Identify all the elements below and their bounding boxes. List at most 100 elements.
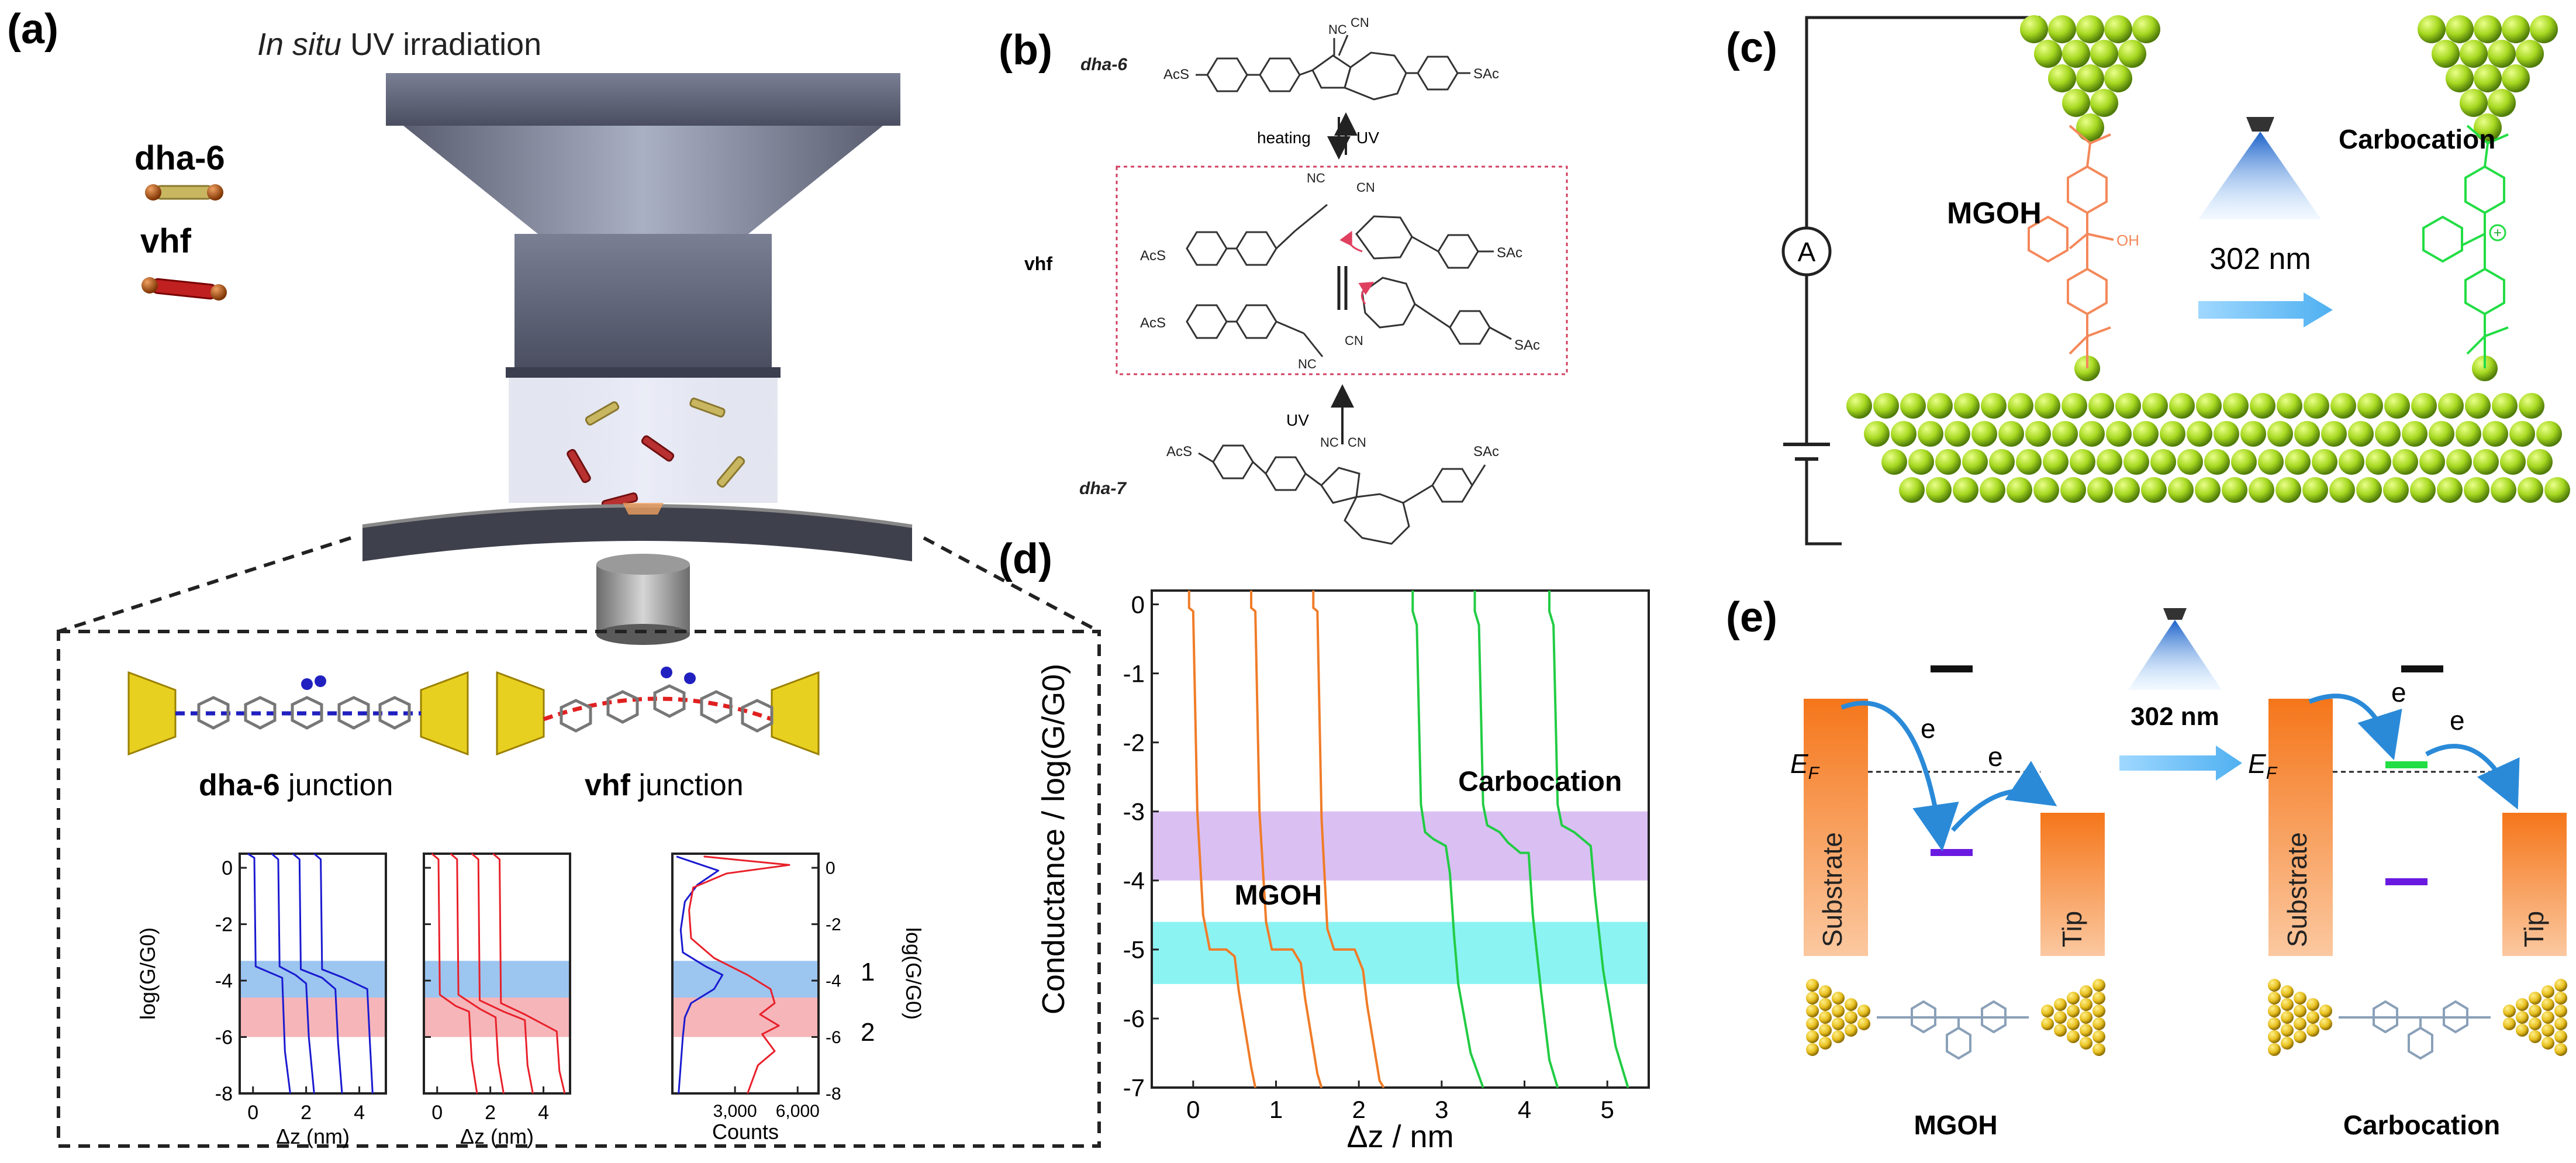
substrate-right-label: Substrate: [2282, 832, 2312, 947]
gold-e-left-a-ball-0-3: [1806, 1017, 1819, 1030]
substrate-ball-0-8: [2062, 393, 2087, 419]
substrate-ball-1-0: [1864, 421, 1890, 447]
substrate-ball-2-3: [1962, 449, 1988, 475]
vhf-dotted-box: [1116, 165, 1568, 375]
gold-e-right-b-ball-0-1: [2554, 992, 2567, 1005]
tip-left-ball-1-0: [2034, 40, 2062, 68]
lamp-head: [386, 73, 900, 126]
a-right-band-0: [672, 961, 819, 998]
gold-e-left-a-ball-4-0: [1857, 1005, 1870, 1017]
uv-source-c: [2246, 117, 2274, 132]
substrate-ball-2-4: [1989, 449, 2015, 475]
gold-e-left-a-ball-3-0: [1845, 998, 1857, 1011]
tip-right-ball-1-2: [2488, 40, 2516, 68]
gold-e-left-a-ball-1-1: [1819, 998, 1832, 1011]
carbocation-label-e: Carbocation: [2343, 1110, 2500, 1140]
substrate-ball-0-14: [2223, 393, 2249, 419]
tip-left-ball-1-2: [2090, 40, 2118, 68]
tip-right-ball-2-2: [2502, 64, 2530, 92]
substrate-ball-1-17: [2321, 421, 2347, 447]
panel-a-title-rest: UV irradiation: [341, 27, 541, 62]
substrate-ball-1-19: [2375, 421, 2401, 447]
substrate-ball-1-5: [1998, 421, 2024, 447]
dha7-sac: SAc: [1473, 444, 1499, 460]
substrate-ball-3-2: [1953, 477, 1978, 503]
a-right-ytick-label-4: -8: [826, 1085, 841, 1104]
electron-label-left-1: e: [1921, 713, 1936, 744]
substrate-ball-2-17: [2339, 449, 2364, 475]
junction-vhf-caption-name: vhf: [585, 768, 631, 802]
substrate-ball-3-19: [2410, 477, 2436, 503]
substrate-ball-0-13: [2196, 393, 2222, 419]
substrate-ball-1-24: [2509, 421, 2535, 447]
species-vhf: vhf: [1024, 253, 1052, 274]
lamp-body: [514, 234, 772, 368]
substrate-ball-1-21: [2429, 421, 2454, 447]
gold-e-right-b-ball-2-0: [2529, 992, 2542, 1005]
junction-dha6: dha-6 junction: [127, 671, 469, 802]
homo-left: [1931, 849, 1973, 856]
substrate-ball-3-17: [2356, 477, 2382, 503]
gold-e-right-a-ball-0-4: [2268, 1030, 2281, 1043]
junction-vhf-left-electrode: [496, 671, 545, 756]
mgoh-oh: OH: [2116, 232, 2139, 249]
substrate-ball-0-12: [2169, 393, 2195, 419]
d-ylabel: Conductance / log(G/G0): [1036, 664, 1071, 1014]
ammeter-label: A: [1798, 237, 1816, 267]
tip-left-ball-2-2: [2104, 64, 2132, 92]
substrate-ball-1-4: [1971, 421, 1997, 447]
substrate-ball-0-10: [2115, 393, 2141, 419]
substrate-ball-0-11: [2142, 393, 2168, 419]
junction-vhf-cyano-b: [684, 672, 696, 684]
objective-lens-bottom: [596, 624, 690, 645]
substrate-ball-0-25: [2519, 393, 2544, 419]
gold-e-left-b-ball-1-4: [2080, 1037, 2092, 1050]
d-annotation-1: MGOH: [1235, 880, 1322, 911]
substrate-ball-0-15: [2250, 393, 2275, 419]
electron-path-left-2: [1951, 761, 2057, 832]
a-middle-series-3: [492, 853, 566, 1094]
a-middle-series-0: [431, 853, 478, 1094]
substrate-ball-1-15: [2267, 421, 2293, 447]
a-left-series-1: [271, 853, 315, 1094]
gold-e-left-a-ball-4-1: [1857, 1017, 1870, 1030]
gold-e-right-a-ball-2-0: [2294, 992, 2306, 1005]
tip-left-label: Tip: [2057, 911, 2087, 947]
d-ytick-label-6: -6: [1123, 1005, 1145, 1033]
gold-e-left-a-ball-1-4: [1819, 1037, 1832, 1050]
a-middle-frame: [423, 853, 571, 1095]
wavelength-e: 302 nm: [2130, 702, 2219, 731]
substrate-ball-2-9: [2123, 449, 2149, 475]
carbocation-charge: +: [2494, 225, 2502, 241]
substrate-ball-0-4: [1954, 393, 1980, 419]
tip-left-ball-0-3: [2104, 15, 2132, 43]
dha6-cyano-nc: NC: [1328, 22, 1347, 37]
gold-e-left-a-ball-0-2: [1806, 1005, 1819, 1017]
a-left-ytick-label-0: 0: [222, 857, 233, 879]
gold-e-right-b-ball-1-0: [2542, 985, 2554, 998]
tip-right-ball-1-1: [2460, 40, 2488, 68]
chart-d: 0 1 2 3 4 5 0 -1 -2 -3 -4 -5 -6 -7 Δz / nm Conductance …: [1036, 589, 1650, 1154]
tip-left-ball-2-0: [2048, 64, 2076, 92]
legend-vhf-rod: [151, 278, 217, 300]
a-left-xtick-label-2: 4: [354, 1102, 365, 1124]
junction-dha6-left-electrode: [127, 671, 177, 756]
tip-left-ball-4-0: [2076, 113, 2104, 142]
d-band-1: [1152, 922, 1649, 984]
gold-e-left-b-ball-2-2: [2067, 1017, 2080, 1030]
objective-lens: [596, 564, 690, 634]
floating-molecules: [567, 398, 745, 510]
gold-e-right-a-ball-1-3: [2281, 1024, 2294, 1037]
substrate-plate: [362, 506, 912, 561]
a-middle-series-2: [471, 853, 534, 1094]
objective-lens-top: [596, 554, 690, 575]
circuit-wire-top: [1805, 16, 2040, 228]
gold-e-right-b-ball-2-3: [2529, 1030, 2542, 1043]
legend-vhf-end-right: [210, 284, 227, 301]
tip-right-ball-2-1: [2474, 64, 2502, 92]
vhf2-sac: SAc: [1514, 337, 1540, 353]
vhf1-cyano-nc: NC: [1307, 171, 1325, 185]
tip-right-ball-0-3: [2502, 15, 2530, 43]
zoom-line-right: [923, 536, 1100, 633]
gold-e-right-a-ball-1-1: [2281, 998, 2294, 1011]
